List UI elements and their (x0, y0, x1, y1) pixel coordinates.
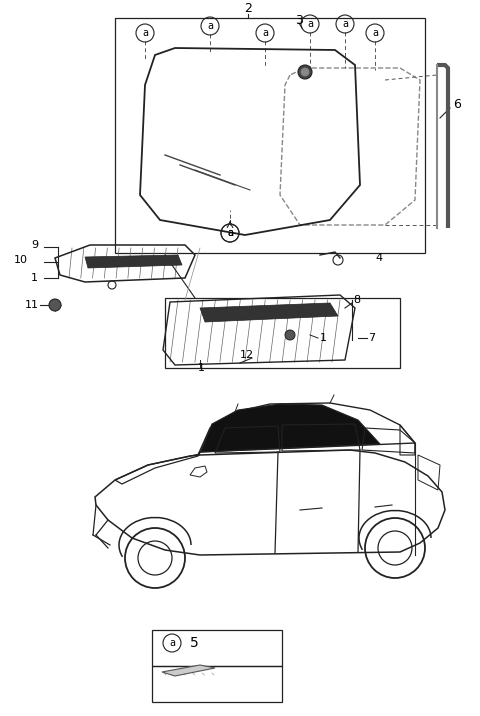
Text: 1: 1 (31, 273, 38, 283)
Bar (152, 630, 282, 666)
Text: 3: 3 (295, 14, 303, 26)
Text: 4: 4 (375, 253, 382, 263)
Text: 2: 2 (244, 1, 252, 14)
Circle shape (285, 330, 295, 340)
Text: 9: 9 (31, 240, 38, 250)
Text: 7: 7 (368, 333, 375, 343)
Text: a: a (169, 638, 175, 648)
Bar (115, 18, 425, 253)
Text: 11: 11 (25, 300, 39, 310)
Bar (165, 298, 400, 368)
Polygon shape (200, 303, 338, 322)
Circle shape (301, 68, 309, 76)
Polygon shape (85, 255, 182, 268)
Text: 10: 10 (14, 255, 28, 265)
Text: 5: 5 (190, 636, 199, 650)
Text: a: a (262, 28, 268, 38)
Polygon shape (200, 404, 380, 453)
Bar (152, 666, 282, 702)
Text: 6: 6 (453, 99, 461, 112)
Circle shape (298, 65, 312, 79)
Text: 1: 1 (198, 363, 205, 373)
Circle shape (49, 299, 61, 311)
Text: a: a (307, 19, 313, 29)
Text: a: a (227, 228, 233, 238)
Text: a: a (227, 228, 233, 238)
Text: 12: 12 (240, 350, 254, 360)
Text: a: a (372, 28, 378, 38)
Text: 1: 1 (320, 333, 327, 343)
Polygon shape (162, 665, 215, 676)
Text: a: a (342, 19, 348, 29)
Text: 8: 8 (353, 295, 360, 305)
Text: a: a (142, 28, 148, 38)
Text: a: a (207, 21, 213, 31)
